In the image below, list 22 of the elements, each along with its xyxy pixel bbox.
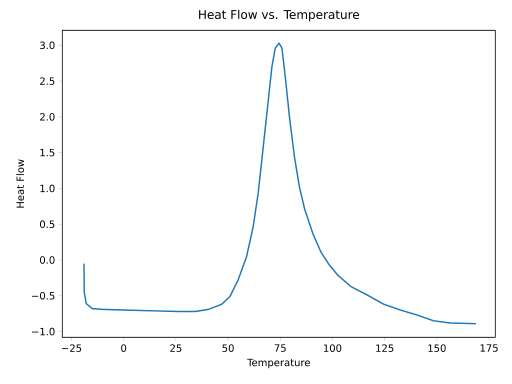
y-tick-label: 1.5	[40, 148, 54, 156]
x-tick-label: 75	[274, 344, 286, 352]
x-tick-label: 50	[222, 344, 234, 352]
y-tick-label: −1.0	[32, 328, 55, 336]
y-tick-label: 2.5	[40, 77, 54, 85]
y-tick-label: 0.5	[40, 220, 54, 228]
x-tick-label: 175	[480, 344, 498, 352]
y-tick-label: 3.0	[40, 42, 55, 50]
x-tick-label: 0	[121, 344, 126, 352]
y-tick-label: 1.0	[40, 184, 55, 192]
x-tick-label: −25	[62, 344, 82, 352]
x-axis-title: Temperature	[247, 358, 310, 368]
x-tick-label: 25	[170, 344, 182, 352]
y-tick-label: 2.0	[40, 113, 55, 121]
x-tick-label: 125	[376, 344, 394, 352]
y-axis-title: Heat Flow	[16, 159, 24, 208]
x-tick-label: 150	[428, 344, 446, 352]
y-tick-label: 0.0	[40, 256, 55, 264]
chart-title: Heat Flow vs. Temperature	[199, 10, 360, 22]
y-tick-label: −0.5	[32, 292, 54, 300]
line-series	[83, 42, 477, 324]
x-tick-label: 100	[324, 344, 342, 352]
